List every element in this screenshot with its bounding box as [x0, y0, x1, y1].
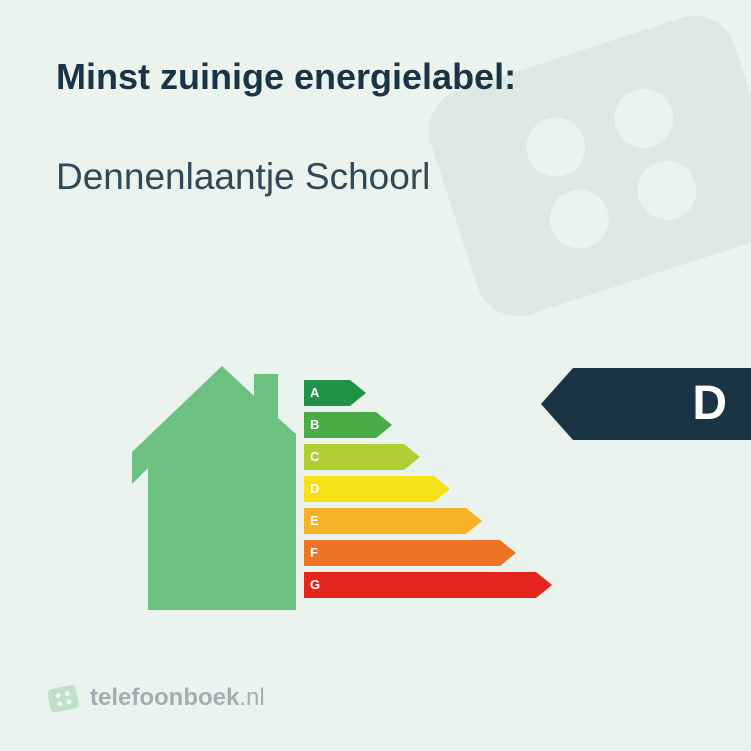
- selected-label-badge: D: [541, 368, 751, 440]
- brand-text: telefoonboek.nl: [90, 684, 265, 712]
- energy-bar-label: A: [310, 380, 319, 406]
- page-title: Minst zuinige energielabel:: [56, 56, 516, 98]
- location-name: Dennenlaantje Schoorl: [56, 156, 430, 198]
- energy-bar-label: G: [310, 572, 320, 598]
- brand-name: telefoonboek: [90, 684, 239, 711]
- badge-letter: D: [692, 368, 727, 440]
- energy-bar-label: C: [310, 444, 319, 470]
- energy-bar-label: F: [310, 540, 318, 566]
- energy-bar-label: E: [310, 508, 319, 534]
- house-icon: [126, 360, 296, 620]
- brand-tld: .nl: [239, 684, 264, 711]
- brand-icon: [46, 681, 80, 715]
- energy-bar-label: B: [310, 412, 319, 438]
- energy-bar-label: D: [310, 476, 319, 502]
- footer-brand: telefoonboek.nl: [46, 681, 265, 715]
